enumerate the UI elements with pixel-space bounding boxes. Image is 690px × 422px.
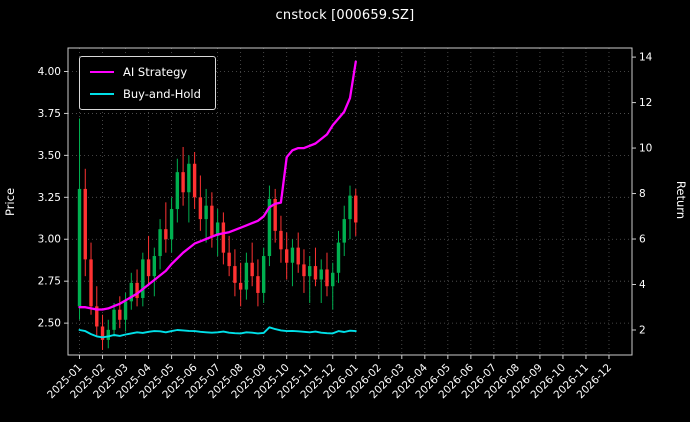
price-tick-label: 3.75: [38, 108, 61, 120]
legend: AI Strategy Buy-and-Hold: [79, 56, 216, 110]
chart-title: cnstock [000659.SZ]: [275, 8, 415, 23]
buy-and-hold-line: [78, 326, 357, 339]
ai-strategy-line: [78, 60, 357, 311]
candlestick-series: [77, 118, 358, 350]
return-axis-title: Return: [674, 181, 688, 219]
line-series: [78, 60, 357, 339]
return-tick-label: 6: [639, 234, 646, 246]
price-tick-label: 3.00: [38, 234, 61, 246]
price-tick-label: 2.50: [38, 318, 61, 330]
return-tick-label: 14: [639, 52, 653, 64]
grid: [67, 47, 633, 356]
buy-and-hold-swatch: [90, 93, 114, 95]
price-tick-label: 3.25: [38, 192, 61, 204]
price-tick-label: 3.50: [38, 150, 61, 162]
return-tick-label: 12: [639, 97, 652, 109]
return-tick-label: 10: [639, 143, 652, 155]
ai-strategy-swatch: [90, 71, 114, 73]
legend-label-buy-and-hold: Buy-and-Hold: [123, 87, 201, 101]
price-tick-label: 2.75: [38, 276, 61, 288]
return-tick-label: 8: [639, 188, 646, 200]
price-tick-label: 4.00: [38, 66, 61, 78]
return-tick-label: 4: [639, 279, 646, 291]
return-tick-label: 2: [639, 324, 646, 336]
legend-item-buy-and-hold: Buy-and-Hold: [90, 87, 201, 101]
legend-item-ai-strategy: AI Strategy: [90, 65, 201, 79]
legend-label-ai-strategy: AI Strategy: [123, 65, 188, 79]
price-axis-title: Price: [3, 188, 17, 216]
